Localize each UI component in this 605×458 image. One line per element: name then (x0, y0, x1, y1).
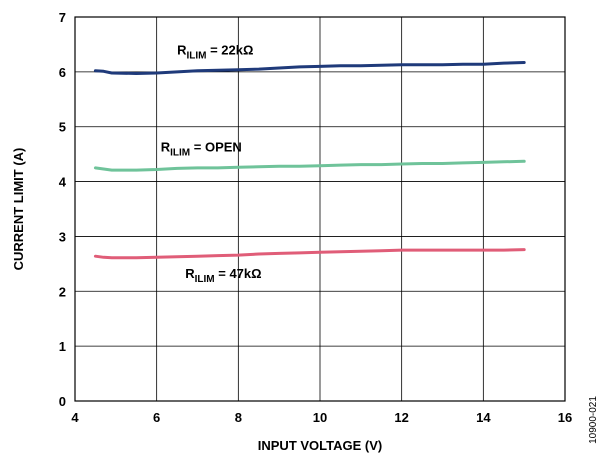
y-tick-label: 6 (59, 65, 66, 80)
y-tick-label: 7 (59, 10, 66, 25)
figure-id: 10900-021 (588, 396, 599, 444)
y-axis-title: CURRENT LIMIT (A) (11, 148, 26, 271)
x-tick-label: 8 (235, 410, 242, 425)
series-lines (93, 61, 526, 260)
y-tick-label: 1 (59, 339, 66, 354)
y-tick-label: 4 (59, 175, 67, 190)
grid-lines (74, 16, 566, 402)
series-line-0 (93, 61, 526, 75)
y-tick-label: 3 (59, 229, 66, 244)
x-tick-label: 12 (394, 410, 408, 425)
x-tick-label: 16 (558, 410, 572, 425)
x-tick-label: 14 (476, 410, 491, 425)
y-tick-labels: 0 1 2 3 4 5 6 7 (59, 10, 67, 409)
series-label-2: RILIM = 47kΩ (185, 266, 261, 285)
series-label-0: RILIM = 22kΩ (177, 42, 253, 61)
y-tick-label: 0 (59, 394, 66, 409)
x-axis-title: INPUT VOLTAGE (V) (258, 438, 382, 453)
series-labels: RILIM = 22kΩ RILIM = OPEN RILIM = 47kΩ (161, 42, 262, 285)
series-label-1: RILIM = OPEN (161, 139, 242, 158)
x-tick-label: 10 (313, 410, 327, 425)
x-tick-labels: 4 6 8 10 12 14 16 (71, 410, 572, 425)
series-line-1 (93, 159, 526, 172)
y-tick-label: 2 (59, 284, 66, 299)
series-line-2 (93, 248, 526, 260)
x-tick-label: 6 (153, 410, 160, 425)
plot-frame (74, 16, 566, 402)
x-tick-label: 4 (71, 410, 79, 425)
y-tick-label: 5 (59, 120, 66, 135)
